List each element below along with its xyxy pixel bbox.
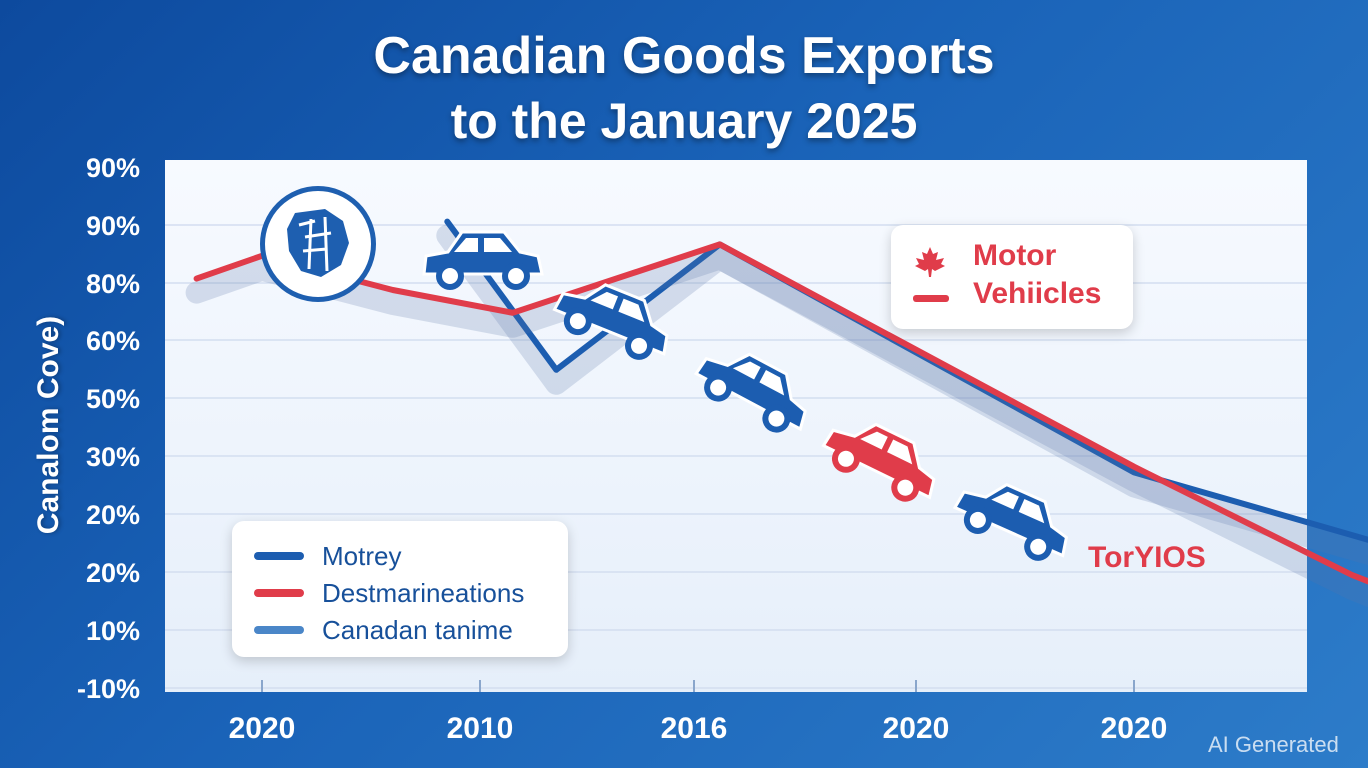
inset-legend-swatch [913, 295, 949, 302]
car-icon [952, 482, 1069, 561]
legend-item-canadan-tanime: Canadan tanime [254, 613, 513, 647]
x-tick-label: 2016 [661, 712, 728, 745]
series-shadow [436, 224, 1368, 566]
x-tick-label: 2020 [1101, 712, 1168, 745]
chart-subtitle: to the January 2025 [450, 93, 918, 149]
inset-legend: Motor Vehiicles [891, 225, 1133, 329]
legend-swatch-blue [254, 552, 304, 560]
legend-label: Canadan tanime [322, 614, 513, 645]
car-icon [552, 283, 669, 360]
y-axis-label: Canalom Cove) [32, 315, 65, 535]
y-tick-label: 80% [86, 269, 140, 299]
chart-title: Canadian Goods Exports [373, 27, 995, 85]
y-tick-label: 10% [86, 616, 140, 646]
legend: Motrey Destmarineations Canadan tanime [232, 521, 568, 657]
car-icon [422, 230, 544, 290]
y-tick-label: 90% [86, 153, 140, 183]
y-tick-label: 50% [86, 384, 140, 414]
watermark: AI Generated [1208, 732, 1339, 757]
car-icon [821, 422, 936, 502]
series-end-annotation: TorYIOS [1088, 541, 1206, 574]
car-icon [693, 352, 807, 433]
map-badge-icon [260, 186, 376, 302]
inset-legend-line-1: Motor [973, 239, 1057, 272]
y-tick-label: 20% [86, 500, 140, 530]
legend-label: Motrey [322, 540, 402, 571]
legend-swatch-light-blue [254, 626, 304, 634]
y-tick-label: 90% [86, 211, 140, 241]
maple-leaf-icon [915, 247, 945, 277]
inset-legend-line-2: Vehiicles [973, 277, 1102, 310]
x-tick-label: 2020 [883, 712, 950, 745]
y-tick-label: 60% [86, 326, 140, 356]
y-tick-label: -10% [77, 674, 140, 704]
legend-label: Destmarineations [322, 577, 525, 608]
x-tick-label: 2020 [229, 712, 296, 745]
legend-swatch-red [254, 589, 304, 597]
legend-item-destmarineations: Destmarineations [254, 576, 524, 610]
series-line-0 [444, 218, 1368, 543]
y-tick-label: 20% [86, 558, 140, 588]
legend-item-motrey: Motrey [254, 539, 401, 573]
x-tick-label: 2010 [447, 712, 514, 745]
y-tick-label: 30% [86, 442, 140, 472]
